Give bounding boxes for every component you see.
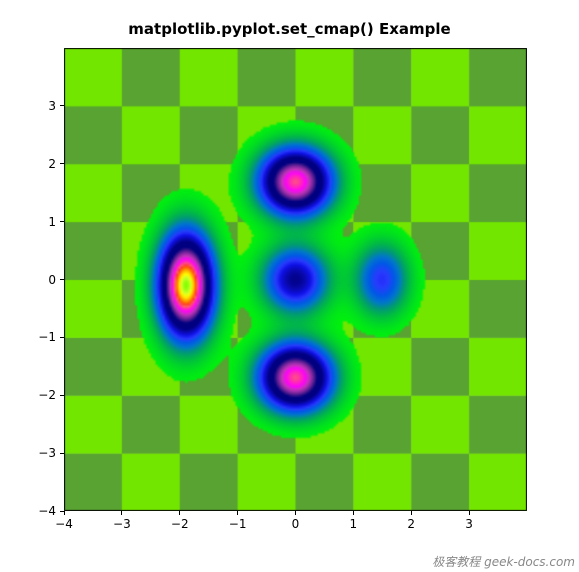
heatmap-canvas [64,48,527,511]
xtick-label: 3 [465,517,473,531]
ytick-mark [60,163,64,164]
xtick-mark [295,511,296,515]
ytick-label: −3 [38,446,56,460]
figure: matplotlib.pyplot.set_cmap() Example −4−… [0,0,579,572]
xtick-mark [179,511,180,515]
ytick-label: −2 [38,388,56,402]
ytick-mark [60,395,64,396]
ytick-label: 3 [48,99,56,113]
chart-title: matplotlib.pyplot.set_cmap() Example [0,20,579,38]
ytick-label: 2 [48,157,56,171]
ytick-label: −1 [38,330,56,344]
ytick-mark [60,221,64,222]
xtick-label: 1 [350,517,358,531]
xtick-label: 2 [407,517,415,531]
ytick-mark [60,279,64,280]
ytick-mark [60,453,64,454]
xtick-mark [121,511,122,515]
xtick-label: −1 [229,517,247,531]
xtick-label: −4 [55,517,73,531]
ytick-label: −4 [38,504,56,518]
xtick-label: 0 [292,517,300,531]
xtick-mark [64,511,65,515]
xtick-mark [411,511,412,515]
xtick-label: −2 [171,517,189,531]
ytick-label: 1 [48,215,56,229]
plot-area [64,48,527,511]
ytick-mark [60,105,64,106]
watermark-text: 极客教程 geek-docs.com [432,553,575,570]
xtick-mark [353,511,354,515]
ytick-label: 0 [48,273,56,287]
xtick-mark [469,511,470,515]
xtick-label: −3 [113,517,131,531]
xtick-mark [237,511,238,515]
ytick-mark [60,337,64,338]
ytick-mark [60,511,64,512]
